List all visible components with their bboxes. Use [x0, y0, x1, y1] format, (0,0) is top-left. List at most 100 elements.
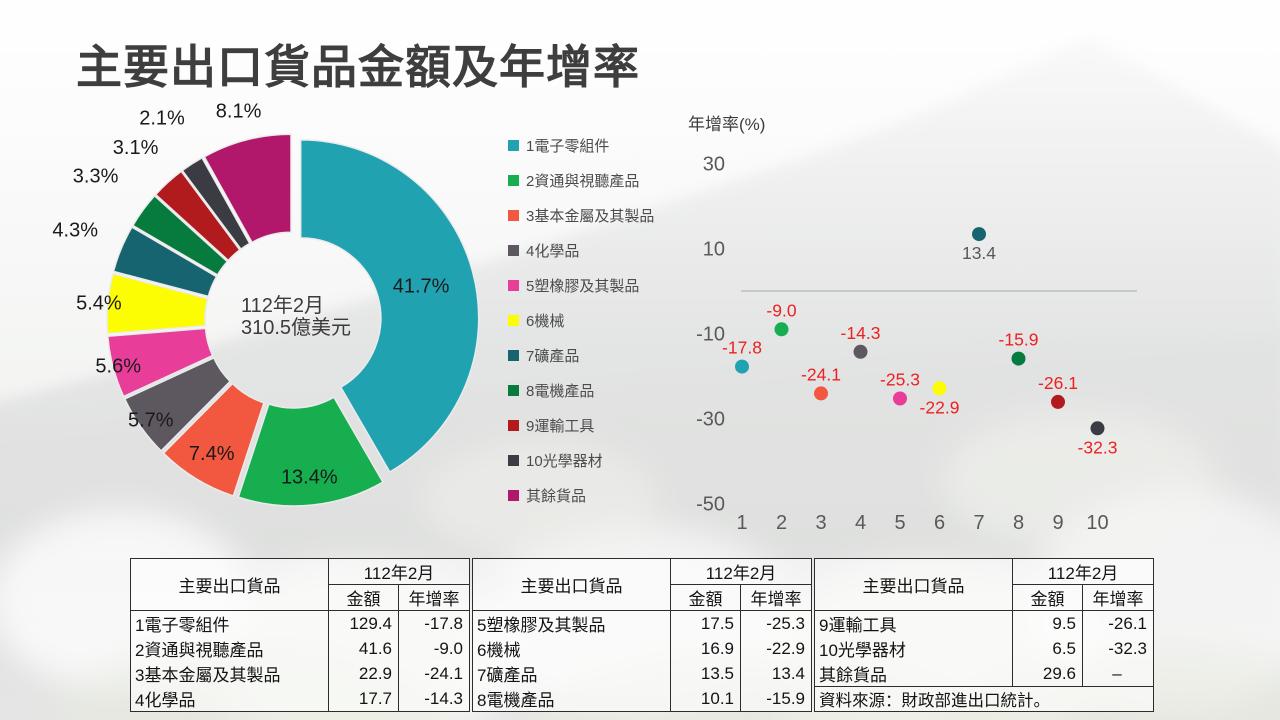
- legend-swatch-icon: [508, 419, 519, 431]
- scatter-point-value-8: -15.9: [999, 330, 1039, 350]
- product-name-cell: 6機械: [472, 636, 671, 661]
- growth-cell: -24.1: [398, 661, 470, 686]
- growth-cell: –: [1082, 661, 1154, 687]
- table-row: 2資通與視聽產品 41.6 -9.0: [130, 636, 470, 661]
- x-axis-tick-label: 1: [736, 512, 747, 534]
- amount-cell: 17.5: [670, 610, 741, 636]
- amount-cell: 22.9: [328, 661, 399, 686]
- table-row: 1電子零組件 129.4 -17.8: [130, 610, 470, 636]
- donut-slice-pct-label-5: 5.6%: [95, 356, 141, 378]
- scatter-point-8: [1011, 351, 1026, 366]
- export-table-1: 主要出口貨品 112年2月 金額 年增率 1電子零組件 129.4 -17.8 2資通與視聽產…: [130, 558, 470, 712]
- legend-swatch-icon: [508, 244, 519, 256]
- table-row: 4化學品 17.7 -14.3: [130, 686, 470, 712]
- product-name-cell: 10光學器材: [814, 636, 1013, 661]
- legend-item-2: 2資通與視聽產品: [508, 169, 654, 191]
- scatter-point-4: [853, 344, 868, 359]
- legend-item-label: 3基本金屬及其製品: [526, 207, 655, 225]
- donut-center-period: 112年2月: [241, 295, 325, 317]
- legend-item-label: 1電子零組件: [526, 137, 610, 155]
- table-row: 10光學器材 6.5 -32.3: [814, 636, 1154, 661]
- donut-slice-9: [154, 170, 241, 262]
- source-note-row: 資料來源：財政部進出口統計。: [814, 686, 1154, 712]
- legend-item-label: 2資通與視聽產品: [526, 172, 640, 190]
- legend-swatch-icon: [508, 209, 519, 221]
- scatter-point-1: [735, 359, 749, 374]
- product-name-cell: 8電機產品: [472, 686, 671, 712]
- amount-cell: 9.5: [1012, 610, 1083, 636]
- legend: 1電子零組件 2資通與視聽產品 3基本金屬及其製品 4化學品 5塑橡膠及其製品 6機械 7礦…: [508, 134, 654, 519]
- donut-slice-7: [112, 226, 218, 298]
- product-name-cell: 1電子零組件: [130, 610, 329, 636]
- amount-cell: 129.4: [328, 610, 399, 636]
- growth-cell: 13.4: [740, 661, 812, 686]
- donut-slice-pct-label-2: 13.4%: [281, 467, 338, 489]
- legend-item-6: 6機械: [508, 309, 654, 331]
- growth-cell: -15.9: [740, 686, 812, 712]
- amount-cell: 17.7: [328, 686, 399, 712]
- donut-slice-11: [203, 133, 292, 244]
- growth-cell: -32.3: [1082, 636, 1154, 661]
- amount-cell: 29.6: [1012, 661, 1083, 687]
- donut-slice-pct-label-7: 4.3%: [52, 220, 98, 242]
- x-axis-tick-label: 9: [1052, 512, 1063, 534]
- donut-center-label: 112年2月 310.5億美元: [241, 295, 351, 339]
- product-name-cell: 5塑橡膠及其製品: [472, 610, 671, 636]
- x-axis-tick-label: 6: [934, 512, 945, 534]
- x-axis-tick-label: 2: [776, 512, 787, 534]
- export-table-2: 主要出口貨品 112年2月 金額 年增率 5塑橡膠及其製品 17.5 -25.3 6機械 16.…: [472, 558, 812, 712]
- legend-item-label: 6機械: [526, 312, 565, 330]
- table-row: 3基本金屬及其製品 22.9 -24.1: [130, 661, 470, 686]
- growth-cell: -17.8: [398, 610, 470, 636]
- table-header-amount: 金額: [670, 584, 741, 611]
- product-name-cell: 2資通與視聽產品: [130, 636, 329, 661]
- donut-slice-8: [131, 194, 229, 276]
- donut-slice-4: [123, 357, 232, 452]
- donut-slice-3: [162, 382, 265, 497]
- donut-slice-pct-label-11: 8.1%: [216, 101, 262, 123]
- donut-slice-1: [299, 139, 480, 474]
- table-header-period: 112年2月: [1012, 558, 1154, 585]
- scatter-point-9: [1051, 394, 1065, 409]
- legend-item-label: 10光學器材: [526, 452, 603, 470]
- amount-cell: 13.5: [670, 661, 741, 686]
- x-axis-tick-label: 8: [1013, 512, 1024, 534]
- scatter-point-2: [774, 322, 789, 337]
- product-name-cell: 9運輸工具: [814, 610, 1013, 636]
- donut-slice-5: [106, 327, 214, 398]
- y-axis-tick-label: 30: [703, 154, 725, 176]
- legend-swatch-icon: [508, 314, 519, 326]
- legend-item-label: 4化學品: [526, 242, 580, 260]
- scatter-point-10: [1090, 421, 1105, 436]
- legend-item-4: 4化學品: [508, 239, 654, 261]
- legend-item-10: 10光學器材: [508, 449, 654, 471]
- donut-slice-10: [181, 156, 251, 251]
- table-header-amount: 金額: [328, 584, 399, 611]
- table-row: 7礦產品 13.5 13.4: [472, 661, 812, 686]
- legend-swatch-icon: [508, 489, 519, 501]
- legend-item-11: 其餘貨品: [508, 484, 654, 506]
- scatter-axis-title: 年增率(%): [688, 115, 766, 134]
- table-row: 9運輸工具 9.5 -26.1: [814, 610, 1154, 636]
- amount-cell: 6.5: [1012, 636, 1083, 661]
- donut-slice-pct-label-1: 41.7%: [393, 276, 450, 298]
- scatter-point-value-3: -24.1: [801, 364, 841, 384]
- legend-item-5: 5塑橡膠及其製品: [508, 274, 654, 296]
- product-name-cell: 其餘貨品: [814, 661, 1013, 687]
- scatter-point-6: [932, 381, 947, 396]
- legend-swatch-icon: [508, 174, 519, 186]
- scatter-point-5: [893, 391, 907, 406]
- legend-swatch-icon: [508, 279, 519, 291]
- legend-swatch-icon: [508, 454, 519, 466]
- growth-cell: -22.9: [740, 636, 812, 661]
- x-axis-tick-label: 7: [973, 512, 984, 534]
- growth-cell: -14.3: [398, 686, 470, 712]
- legend-item-1: 1電子零組件: [508, 134, 654, 156]
- scatter-point-7: [972, 227, 986, 242]
- y-axis-tick-label: -10: [696, 324, 725, 346]
- scatter-chart: 30 10 -10 -30 -50 1 2 3 4 5 6 7 8 9 10 -17.8-9.0 -24.1 -1…: [696, 154, 1137, 534]
- x-axis-tick-label: 10: [1086, 512, 1108, 534]
- table-row: 6機械 16.9 -22.9: [472, 636, 812, 661]
- legend-item-8: 8電機產品: [508, 379, 654, 401]
